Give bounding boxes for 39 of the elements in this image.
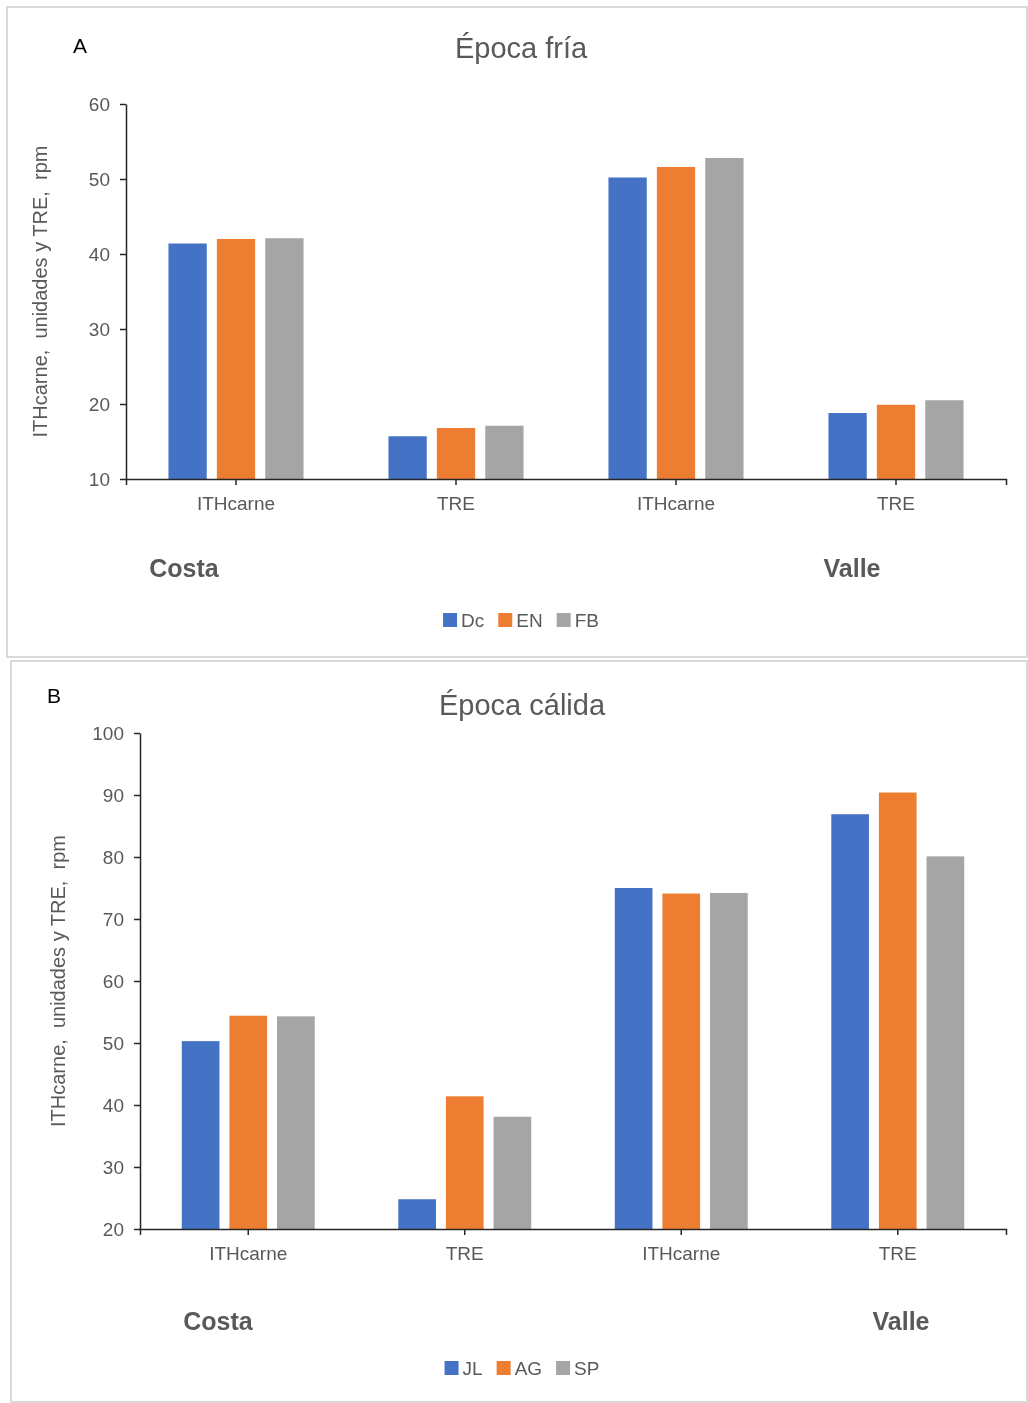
legend-label: JL [462,1357,483,1379]
text: Costa [183,1307,254,1335]
x-tick-label: TRE [437,493,475,515]
y-tick-label: 30 [88,318,110,340]
y-axis-title: ITHcarne, unidades y TRE, rpm [47,835,69,1127]
y-tick-label: 60 [102,970,124,992]
legend-label: EN [516,609,543,631]
chart-title: Época cálida [438,689,606,721]
x-tick-label: TRE [878,1243,917,1265]
legend-label: SP [574,1357,600,1379]
y-tick-label: 50 [88,168,110,190]
y-tick-label: 30 [102,1156,124,1178]
legend-label: Dc [461,609,485,631]
text: A [72,33,88,57]
y-tick-label: 90 [102,784,124,806]
text: Valle [872,1307,930,1335]
y-tick-label: 40 [88,243,110,265]
y-tick-label: 40 [102,1094,124,1116]
y-tick-label: 20 [88,393,110,415]
x-tick-label: TRE [445,1243,484,1265]
y-tick-label: 60 [88,93,110,115]
text: B [46,683,62,707]
x-tick-label: ITHcarne [209,1243,288,1265]
y-tick-label: 50 [102,1032,124,1054]
text: Costa [149,554,220,582]
x-tick-label: ITHcarne [642,1243,721,1265]
legend-label: AG [514,1357,543,1379]
text: Valle [823,554,881,582]
x-tick-label: ITHcarne [636,493,716,515]
x-tick-label: ITHcarne [196,493,276,515]
y-tick-label: 10 [88,468,110,490]
x-tick-label: TRE [877,493,915,515]
legend-label: FB [574,609,599,631]
y-axis-title: ITHcarne, unidades y TRE, rpm [29,145,51,438]
chart-title: Época fría [454,32,588,64]
y-tick-label: 20 [102,1218,124,1240]
y-tick-label: 70 [102,908,124,930]
y-tick-label: 80 [102,846,124,868]
y-tick-label: 100 [92,722,124,744]
